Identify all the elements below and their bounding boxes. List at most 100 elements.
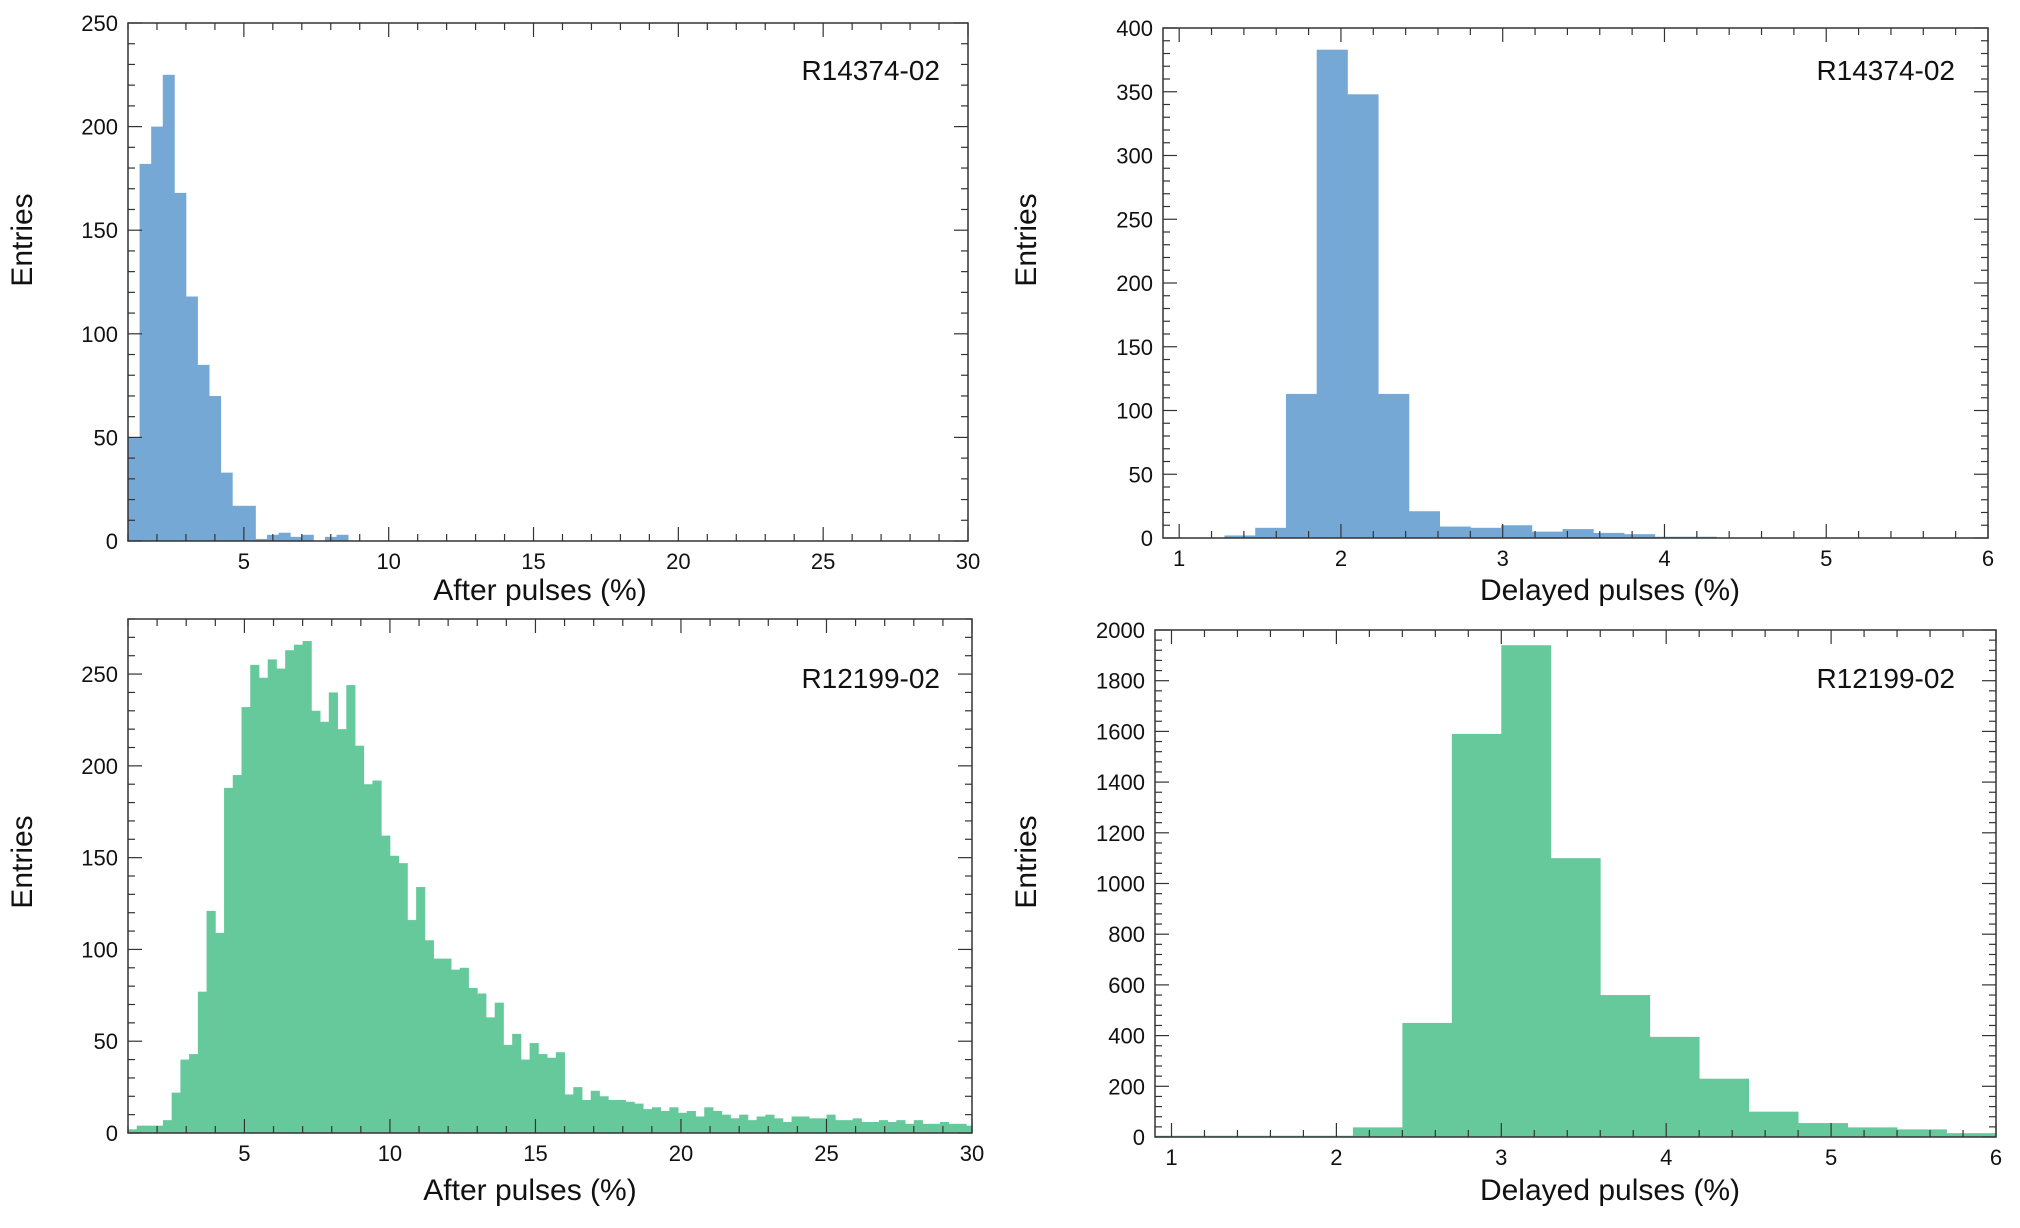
histogram-bar [669,1107,679,1133]
histogram-bar [616,1099,627,1133]
histogram-bar [451,969,461,1133]
model-label: R12199-02 [801,663,940,694]
histogram-bar [1470,527,1502,538]
y-tick-label: 200 [1116,271,1153,296]
histogram-bar [206,910,216,1133]
panel-bottom-left: 5 10 15 20 25 30 0 50 100 150 200 250 After pulses (… [6,618,984,1207]
histogram-bar [209,395,222,541]
histogram-bar [1316,49,1348,539]
y-tick-label: 150 [1116,335,1153,360]
histogram-bar [1946,1133,1997,1137]
y-tick-label: 200 [1108,1074,1145,1099]
histogram-bar [1798,1123,1848,1137]
histogram-bar [695,1116,705,1133]
x-tick-label: 3 [1495,1145,1507,1170]
x-tick-label: 5 [1820,546,1832,571]
histogram-bar [162,74,175,542]
y-tick-label: 300 [1116,144,1153,169]
y-tick-label: 1800 [1096,669,1145,694]
x-tick-label: 15 [523,1141,547,1166]
histogram-bar [939,1121,950,1133]
histogram-bar [817,1118,827,1133]
histogram-bar [957,1123,967,1133]
x-tick-label: 30 [956,549,980,574]
histogram-bar [433,958,443,1133]
histogram-bar [843,1120,854,1133]
histogram-bar [1255,527,1287,538]
y-tick-label: 800 [1108,922,1145,947]
histogram-bar [241,707,251,1133]
histogram-bar [278,532,291,541]
x-tick-label: 6 [1990,1145,2002,1170]
histogram-bar [363,784,373,1133]
histogram-bar [1347,94,1379,539]
histogram-bar [416,887,426,1133]
y-tick-label: 350 [1116,80,1153,105]
y-tick-label: 100 [81,322,118,347]
histogram-bar [485,1017,496,1133]
x-axis-title: After pulses (%) [433,574,646,607]
histogram-bar [852,1118,862,1133]
histogram-bar [520,1059,531,1133]
model-label: R14374-02 [1816,55,1955,86]
x-tick-label: 5 [238,1141,250,1166]
y-axis-title: Entries [1010,193,1043,286]
histogram-bar [564,1094,574,1133]
histogram-bar [599,1096,609,1133]
histogram-bar [336,534,349,541]
x-tick-label: 2 [1335,546,1347,571]
histogram-bar [1451,733,1502,1137]
y-axis-title: Entries [6,193,39,286]
y-tick-label: 150 [81,218,118,243]
x-tick-label: 30 [960,1141,984,1166]
histogram-bar [232,775,242,1133]
histogram-bar [643,1109,653,1133]
histogram-bar [180,1059,190,1133]
histogram-bar [389,855,400,1133]
histogram-bar [931,1123,941,1133]
histogram-bar [285,650,295,1133]
histogram-bar [139,163,152,541]
histogram-bar [154,1125,164,1133]
histogram-bar [922,1123,932,1133]
histogram-bar [1593,532,1625,538]
x-tick-label: 10 [378,1141,402,1166]
histogram-bar [311,710,321,1133]
histogram-bar [791,1116,801,1133]
histogram-bar [573,1087,583,1133]
histogram-bar [1378,393,1410,538]
histogram-bar [136,1125,146,1133]
y-tick-label: 1000 [1096,872,1145,897]
histogram-bar [1224,535,1256,538]
x-tick-label: 25 [814,1141,838,1166]
histogram-bar [686,1110,696,1133]
x-tick-label: 1 [1173,546,1185,571]
panel-top-right: 1 2 3 4 5 6 0 50 100 150 200 250 300 350 400 Delayed pu… [1010,16,1994,607]
histogram-bar [651,1107,661,1133]
y-tick-label: 50 [94,425,118,450]
histogram-bar [189,1054,199,1133]
histogram-bar [128,437,140,541]
histogram-bar [171,1092,181,1133]
histogram-bar [878,1120,888,1133]
histogram-bar [276,668,286,1133]
x-tick-label: 5 [238,549,250,574]
histogram-bar [625,1101,635,1133]
histogram-bar [255,538,268,541]
histogram-bar [1402,1022,1453,1137]
x-axis-title: Delayed pulses (%) [1480,1174,1740,1207]
histogram-bar [267,659,277,1133]
histogram-bar [459,967,469,1133]
histogram-bar [320,721,330,1133]
x-tick-label: 1 [1165,1145,1177,1170]
x-tick-label: 20 [669,1141,693,1166]
y-tick-label: 250 [81,662,118,687]
histogram-bar [730,1118,740,1133]
histogram-bar [128,1129,138,1133]
histogram-bar [1600,995,1651,1137]
histogram-bar [1847,1127,1898,1137]
histogram-bar [232,505,245,541]
y-tick-label: 150 [81,846,118,871]
histogram-bar [151,126,164,541]
